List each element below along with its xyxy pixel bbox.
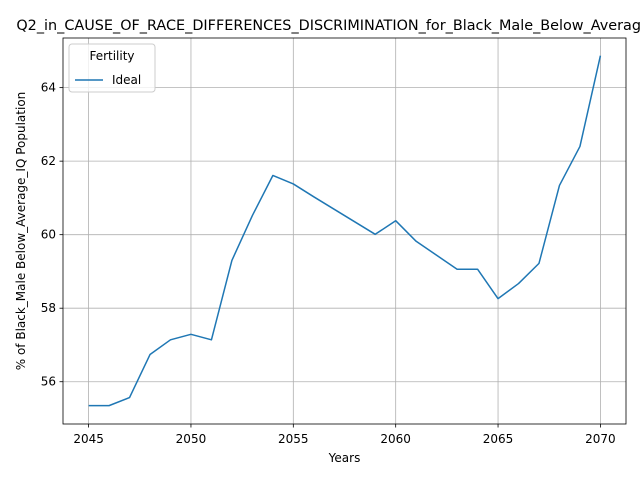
grid-lines: [63, 38, 626, 424]
y-tick-label: 60: [41, 228, 56, 242]
legend-title: Fertility: [89, 49, 134, 63]
legend: Fertility Ideal: [68, 43, 156, 93]
x-axis-label: Years: [328, 451, 361, 465]
x-tick-label: 2070: [585, 432, 616, 446]
x-tick-label: 2050: [176, 432, 207, 446]
y-tick-label: 62: [41, 154, 56, 168]
legend-label-ideal: Ideal: [112, 73, 141, 87]
y-axis-label: % of Black_Male Below_Average_IQ Populat…: [14, 92, 28, 371]
y-tick-label: 58: [41, 301, 56, 315]
series-line-ideal: [88, 55, 602, 407]
series-lines: [88, 55, 602, 407]
x-tick-label: 2065: [483, 432, 514, 446]
y-tick-label: 56: [41, 375, 56, 389]
chart-title: Q2_in_CAUSE_OF_RACE_DIFFERENCES_DISCRIMI…: [16, 18, 640, 34]
x-tick-label: 2060: [380, 432, 411, 446]
x-tick-label: 2055: [278, 432, 309, 446]
x-tick-label: 2045: [73, 432, 104, 446]
y-tick-label: 64: [41, 81, 56, 95]
x-axis-ticks: 2045 2050 2055 2060 2065 2070: [73, 424, 616, 446]
y-axis-ticks: 56 58 60 62 64: [41, 81, 63, 389]
plot-frame: [62, 37, 627, 425]
